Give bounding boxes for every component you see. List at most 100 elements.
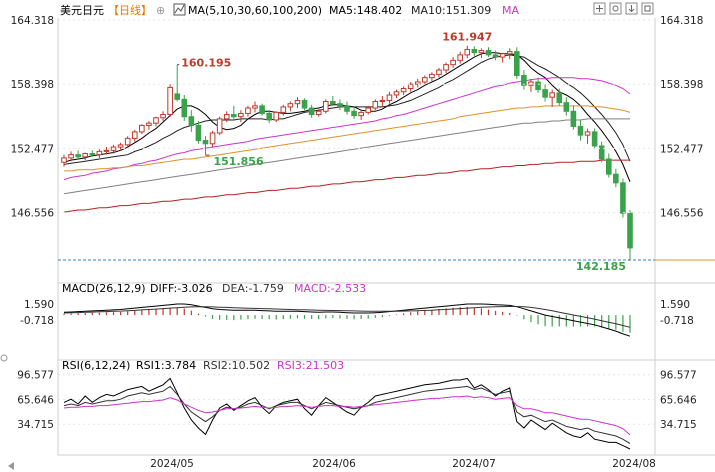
grid: [57, 18, 715, 456]
candle-up: [443, 64, 449, 71]
candle-up: [167, 86, 173, 116]
fullscreen-icon[interactable]: [641, 2, 654, 15]
candle-down: [301, 99, 308, 109]
candle-down: [627, 212, 633, 249]
candle-down: [471, 48, 478, 54]
macd-dea-value: DEA:-1.759: [222, 282, 284, 295]
candle-up: [294, 99, 301, 105]
candle-up: [124, 137, 131, 146]
candle-down: [202, 140, 209, 145]
candle-up: [61, 157, 67, 163]
add-icon[interactable]: [593, 2, 606, 15]
settings-icon[interactable]: [609, 2, 622, 15]
candle-up: [436, 69, 442, 75]
candle-up: [315, 110, 322, 116]
candle-up: [117, 144, 124, 148]
rsi3-value: RSI3:21.503: [277, 359, 344, 372]
date-tick: 2024/05: [150, 458, 194, 470]
date-tick: 2024/06: [312, 458, 356, 470]
candle-down: [181, 98, 188, 118]
rsi-label: RSI(6,12,24): [62, 359, 130, 372]
macd-tick-left: -0.718: [20, 315, 54, 327]
ma-line-ma200: [63, 159, 630, 213]
low-annotation: 151.856: [214, 155, 264, 168]
ma-line-ma30: [63, 77, 631, 181]
ma-line-ma5: [63, 52, 631, 182]
period-toggle-icon[interactable]: ⊕: [156, 4, 165, 17]
candle-up: [407, 83, 414, 90]
zoom-icon[interactable]: [0, 354, 8, 362]
candle-up: [506, 51, 513, 55]
price-tick-right: 146.556: [660, 208, 704, 220]
candle-up: [287, 103, 294, 108]
macd-macd-value: MACD:-2.533: [294, 282, 366, 295]
candle-up: [322, 101, 329, 112]
candle-up: [584, 131, 591, 136]
ma-line-ma60: [64, 105, 631, 172]
candle-down: [195, 124, 202, 142]
candle-down: [556, 92, 563, 104]
date-axis: 2024/05 2024/06 2024/07 2024/08: [150, 458, 656, 470]
candle-up: [379, 99, 386, 103]
candle-up: [386, 94, 393, 101]
candle-up: [160, 114, 166, 119]
candle-up: [429, 73, 435, 79]
candle-up: [82, 153, 89, 158]
price-tick-left: 164.318: [11, 15, 54, 27]
price-axis: 164.318 164.318 158.398 158.398 152.477 152.4…: [11, 15, 704, 220]
macd-tick-right: 1.590: [660, 299, 690, 311]
rsi-panel: 96.577 96.577 65.646 65.646 34.715 34.715: [17, 370, 697, 450]
candle-down: [89, 153, 96, 156]
ma5-value: MA5:148.402: [329, 4, 402, 17]
macd-header: MACD(26,12,9) DIFF:-3.026 DEA:-1.759 MAC…: [62, 282, 366, 295]
chart-header: 美元日元 【日线】 ⊕ MA(5,10,30,60,100,200) MA5:1…: [60, 3, 519, 17]
candle-down: [231, 114, 237, 118]
macd-panel: 1.590 1.590 -0.718 -0.718: [20, 299, 694, 337]
scroll-left-icon[interactable]: [8, 462, 14, 470]
macd-label: MACD(26,12,9): [62, 282, 146, 295]
candle-up: [252, 105, 258, 109]
candle-down: [613, 173, 619, 184]
candle-up: [372, 101, 379, 109]
candle-down: [308, 107, 315, 116]
candle-up: [450, 59, 456, 66]
download-icon[interactable]: [625, 2, 638, 15]
candle-down: [598, 145, 605, 160]
candle-down: [542, 89, 548, 98]
candle-up: [146, 122, 152, 126]
rsi2-line: [63, 385, 631, 445]
rsi-tick-left: 96.577: [17, 370, 54, 382]
candle-up: [549, 92, 555, 98]
ma10-value: MA10:151.309: [411, 4, 491, 17]
candle-up: [273, 111, 280, 121]
rsi-tick-left: 65.646: [17, 394, 54, 406]
candle-down: [351, 110, 357, 117]
candles: [61, 45, 633, 260]
candle-up: [131, 131, 138, 139]
price-tick-right: 158.398: [660, 79, 703, 91]
candle-up: [139, 124, 145, 133]
price-annotations: 160.195 151.856 161.947 142.185: [177, 31, 630, 273]
price-tick-right: 152.477: [660, 143, 703, 155]
candle-down: [577, 125, 584, 136]
rsi1-value: RSI1:3.784: [136, 359, 196, 372]
price-tick-right: 164.318: [660, 15, 703, 27]
candle-up: [209, 132, 216, 145]
period-label[interactable]: 【日线】: [108, 3, 152, 17]
candle-up: [400, 88, 407, 93]
candle-up: [238, 112, 244, 118]
candle-down: [563, 102, 570, 112]
price-tick-left: 146.556: [11, 208, 55, 220]
candle-down: [266, 112, 272, 121]
candle-up: [499, 53, 506, 58]
candle-up: [153, 117, 159, 124]
moving-average-lines: [58, 52, 715, 261]
rsi-header: RSI(6,12,24) RSI1:3.784 RSI2:10.502 RSI3…: [62, 359, 344, 372]
ma-line-ma100: [63, 118, 630, 195]
candle-down: [605, 158, 612, 175]
ma-toggle-icon[interactable]: [173, 3, 186, 16]
candle-up: [216, 118, 223, 134]
candle-down: [259, 105, 265, 114]
candle-down: [620, 182, 626, 214]
